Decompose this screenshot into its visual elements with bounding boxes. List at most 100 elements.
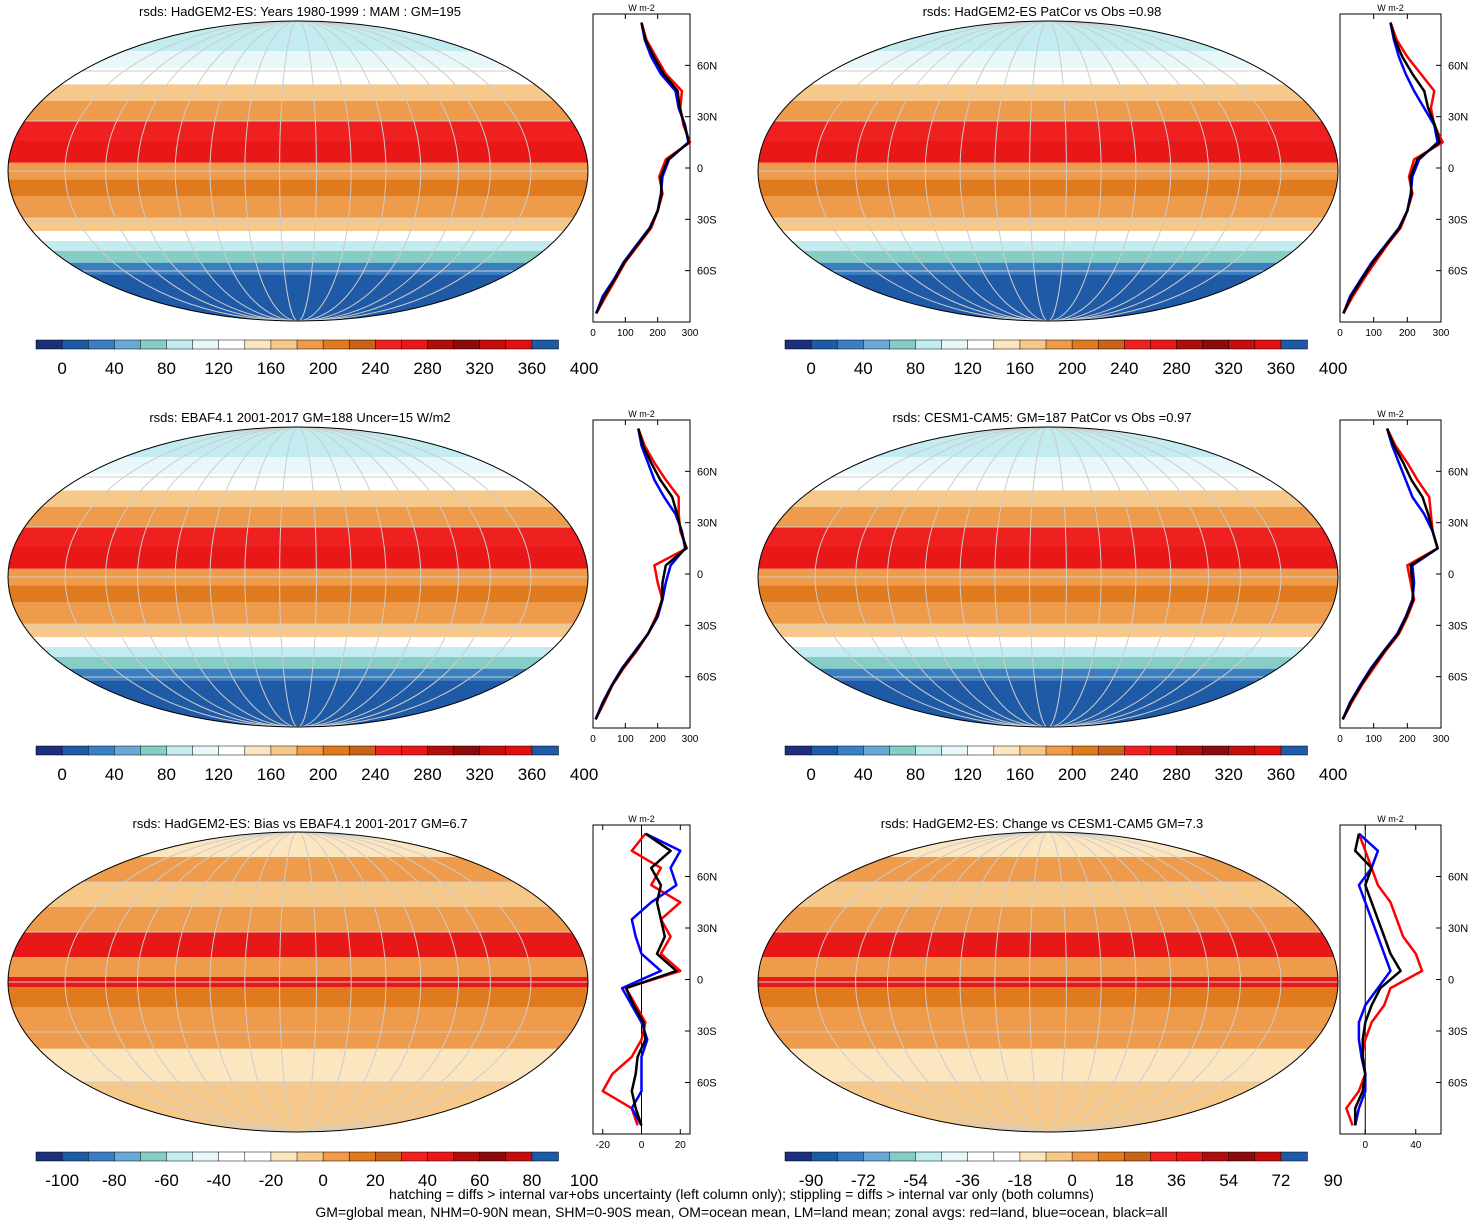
lat-tick-label: 30S bbox=[697, 1026, 717, 1038]
lat-tick-label: 0 bbox=[1448, 569, 1454, 581]
colorbar-swatch bbox=[348, 1151, 377, 1162]
colorbar-swatch bbox=[427, 339, 455, 350]
x-tick-label: 200 bbox=[1399, 734, 1416, 745]
colorbar-swatch bbox=[375, 1151, 403, 1162]
map-meridian bbox=[279, 427, 317, 727]
map-band bbox=[8, 857, 588, 882]
colorbar-tick-label: 54 bbox=[1219, 1171, 1238, 1190]
colorbar-swatch bbox=[1254, 745, 1282, 756]
colorbar-tick-label: 120 bbox=[954, 359, 982, 378]
colorbar-swatch bbox=[35, 339, 63, 350]
colorbar-tick-label: 320 bbox=[466, 765, 494, 784]
map-band bbox=[8, 217, 588, 231]
colorbar-swatch bbox=[1097, 1151, 1126, 1162]
map-meridian bbox=[137, 832, 459, 1132]
colorbar-tick-label: 400 bbox=[1319, 765, 1347, 784]
map-1 bbox=[8, 21, 588, 321]
colorbar-swatch bbox=[453, 339, 481, 350]
zonal-line-ocean bbox=[620, 832, 682, 1127]
colorbar-swatch bbox=[1176, 339, 1204, 350]
map-meridian bbox=[814, 21, 1282, 321]
zonal-line-all bbox=[1342, 22, 1441, 314]
x-tick-label: 100 bbox=[1365, 328, 1382, 339]
colorbar-swatch bbox=[863, 745, 891, 756]
colorbar-swatch bbox=[1280, 1151, 1308, 1162]
lat-tick-label: 30N bbox=[1448, 518, 1468, 530]
colorbar-swatch bbox=[427, 1151, 455, 1162]
x-tick-label: 0 bbox=[1337, 734, 1343, 745]
lat-tick-label: 60N bbox=[1448, 466, 1468, 478]
zonal-unit-label: W m-2 bbox=[628, 409, 655, 419]
colorbar-swatch bbox=[348, 339, 377, 350]
map-band bbox=[8, 832, 588, 857]
colorbar-tick-label: 0 bbox=[57, 359, 66, 378]
colorbar-tick-label: 240 bbox=[1110, 765, 1138, 784]
colorbar-swatch bbox=[270, 1151, 298, 1162]
map-meridian bbox=[887, 832, 1209, 1132]
colorbar-tick-label: 320 bbox=[466, 359, 494, 378]
colorbar-swatch bbox=[1150, 339, 1178, 350]
map-band bbox=[758, 832, 1338, 857]
lat-tick-label: 60S bbox=[1448, 672, 1468, 684]
zonal-line-ocean bbox=[1353, 832, 1392, 1126]
map-band bbox=[758, 101, 1338, 121]
x-tick-label: 20 bbox=[675, 1140, 687, 1151]
colorbar-swatch bbox=[114, 745, 142, 756]
map-meridian bbox=[174, 427, 422, 727]
colorbar-swatch bbox=[1019, 745, 1047, 756]
colorbar-swatch bbox=[993, 339, 1021, 350]
map-outline bbox=[7, 20, 589, 322]
map-band bbox=[8, 101, 588, 121]
map-meridian bbox=[64, 832, 532, 1132]
colorbar-tick-label: -100 bbox=[45, 1171, 79, 1190]
colorbar-tick-label: 240 bbox=[361, 359, 389, 378]
map-band bbox=[8, 987, 588, 1007]
map-outline bbox=[757, 831, 1339, 1133]
footer-line-1: hatching = diffs > internal var+obs unce… bbox=[389, 1186, 1094, 1202]
map-meridian bbox=[959, 832, 1137, 1132]
map-meridian bbox=[994, 427, 1102, 727]
map-band bbox=[758, 857, 1338, 882]
map-meridian bbox=[855, 427, 1241, 727]
colorbar-swatch bbox=[1045, 1151, 1073, 1162]
map-band bbox=[758, 274, 1338, 321]
colorbar-tick-label: 200 bbox=[309, 359, 337, 378]
map-meridian bbox=[209, 427, 387, 727]
colorbar-tick-label: 200 bbox=[1058, 765, 1086, 784]
map-band bbox=[758, 490, 1338, 507]
map-meridian bbox=[174, 832, 422, 1132]
map-band bbox=[758, 647, 1338, 657]
map-band bbox=[8, 241, 588, 251]
colorbar-tick-label: 0 bbox=[1067, 1171, 1076, 1190]
lat-tick-label: 0 bbox=[1448, 163, 1454, 175]
map-band bbox=[758, 907, 1338, 932]
colorbar-swatch bbox=[505, 745, 533, 756]
map-band bbox=[758, 680, 1338, 727]
colorbar-swatch bbox=[61, 1151, 89, 1162]
colorbar-swatch bbox=[375, 745, 403, 756]
colorbar-tick-label: 0 bbox=[57, 765, 66, 784]
map-meridian bbox=[959, 21, 1137, 321]
colorbar-tick-label: -40 bbox=[206, 1171, 231, 1190]
map-band bbox=[758, 668, 1338, 681]
map-band bbox=[8, 680, 588, 727]
x-tick-label: 300 bbox=[1433, 734, 1450, 745]
lat-tick-label: 60S bbox=[1448, 266, 1468, 278]
map-band bbox=[8, 473, 588, 491]
map-2 bbox=[758, 21, 1338, 321]
colorbar-tick-label: -20 bbox=[259, 1171, 284, 1190]
lat-tick-label: 60N bbox=[697, 466, 717, 478]
colorbar-swatch bbox=[1176, 745, 1204, 756]
colorbar-swatch bbox=[784, 339, 812, 350]
colorbar-swatch bbox=[1124, 1151, 1152, 1162]
colorbar-swatch bbox=[192, 745, 220, 756]
map-band bbox=[758, 251, 1338, 263]
x-tick-label: 100 bbox=[617, 328, 634, 339]
colorbar-tick-label: 36 bbox=[1167, 1171, 1186, 1190]
x-tick-label: 300 bbox=[682, 734, 699, 745]
map-6 bbox=[758, 832, 1338, 1132]
map-band bbox=[8, 141, 588, 163]
colorbar-swatch bbox=[1124, 339, 1152, 350]
x-tick-label: 100 bbox=[1365, 734, 1382, 745]
colorbar-swatch bbox=[479, 1151, 507, 1162]
